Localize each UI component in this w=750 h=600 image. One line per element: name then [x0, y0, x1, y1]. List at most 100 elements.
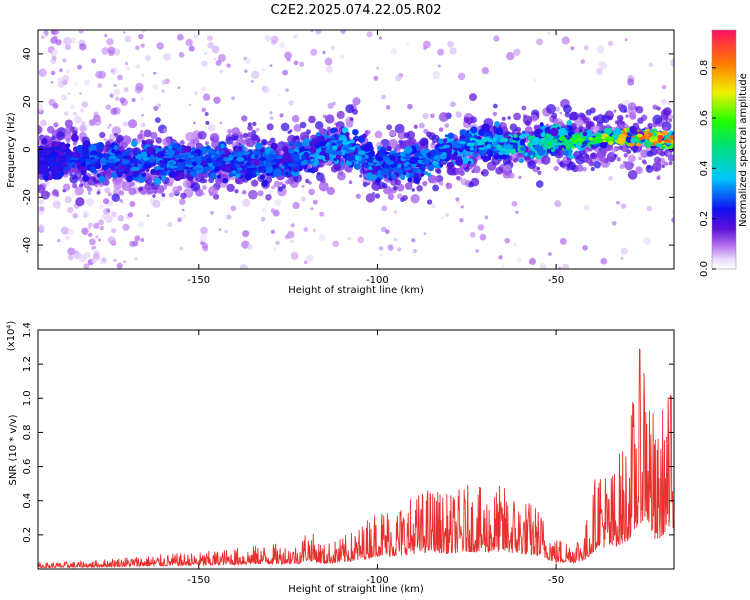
snr-x-axis: -150 -100 -50 [187, 330, 564, 586]
spectrogram-peak-blob [236, 167, 243, 171]
spectrogram-noise-blob [107, 126, 110, 129]
spectrogram-noise-blob [59, 68, 63, 73]
spectrogram-halo-blob [661, 121, 672, 132]
spectrogram-halo-blob [330, 165, 339, 173]
spectrogram-halo-blob [652, 114, 663, 125]
spectrogram-noise-blob [57, 80, 65, 88]
spectrogram-halo-blob [599, 155, 606, 163]
spectrogram-noise-blob [598, 61, 608, 70]
spectrogram-ridge-blob [296, 160, 303, 167]
spectrogram-noise-blob [111, 211, 117, 218]
spectrogram-noise-blob [62, 75, 70, 83]
spectrogram-halo-blob [277, 186, 283, 192]
spectrogram-noise-blob [373, 75, 379, 81]
spectrogram-halo-blob [205, 120, 210, 125]
snr-panel: -150 -100 -50 0.2 0.4 0.6 0.8 1.0 1.2 1.4 (x10⁴)… [6, 321, 675, 595]
spectrogram-noise-blob [667, 101, 671, 106]
spectrogram-peak-blob [54, 157, 62, 161]
spectrogram-noise-blob [536, 38, 544, 46]
spectrogram-x-label: Height of straight line (km) [288, 285, 424, 296]
spectrogram-halo-blob [623, 153, 628, 158]
spectrogram-peak-blob [188, 154, 195, 159]
spectrogram-peak-blob [202, 166, 213, 171]
colorbar-tick-label: 0.4 [699, 160, 710, 176]
spectrogram-noise-blob [116, 262, 123, 269]
spectrogram-noise-blob [81, 101, 88, 108]
spectrogram-halo-blob [652, 162, 662, 172]
spectrogram-halo-blob [75, 197, 85, 207]
spectrogram-ridge-blob [160, 169, 168, 177]
spectrogram-noise-blob [352, 97, 361, 106]
spectrogram-halo-blob [551, 112, 558, 119]
spectrogram-noise-blob [513, 48, 521, 56]
spectrogram-halo-blob [308, 115, 316, 124]
spectrogram-noise-blob [161, 89, 165, 93]
spectrogram-halo-blob [203, 172, 209, 178]
spectrogram-noise-blob [624, 38, 628, 42]
spectrogram-peak-blob [169, 165, 178, 169]
spectrogram-noise-blob [79, 92, 82, 95]
spectrogram-halo-blob [402, 194, 408, 201]
spectrogram-ridge-blob [524, 152, 529, 157]
spectrogram-noise-blob [270, 35, 279, 44]
spectrogram-peak-blob [51, 147, 56, 151]
spectrogram-halo-blob [281, 184, 287, 189]
spectrogram-ridge-blob [98, 175, 106, 183]
spectrogram-halo-blob [56, 131, 66, 141]
spectrogram-noise-blob [107, 192, 112, 197]
spectrogram-peak-blob [618, 134, 628, 138]
spectrogram-peak-blob [280, 165, 285, 169]
spectrogram-noise-blob [123, 260, 127, 264]
spectrogram-noise-blob [261, 68, 265, 71]
spectrogram-halo-blob [256, 127, 260, 132]
spectrogram-noise-blob [393, 238, 398, 242]
spectrogram-ridge-blob [386, 146, 392, 152]
spectrogram-halo-blob [77, 176, 84, 182]
spectrogram-noise-blob [268, 190, 273, 195]
spectrogram-halo-blob [241, 115, 248, 122]
spectrogram-peak-blob [176, 158, 186, 163]
spectrogram-ridge-blob [478, 128, 486, 136]
spectrogram-halo-blob [501, 116, 506, 121]
spectrogram-noise-blob [516, 257, 522, 263]
spectrogram-noise-blob [63, 37, 72, 46]
snr-y-tick-label: 1.0 [22, 390, 33, 406]
spectrogram-noise-blob [312, 199, 318, 205]
spectrogram-peak-blob [426, 153, 432, 158]
spectrogram-peak-blob [557, 142, 563, 146]
spectrogram-peak-blob [431, 161, 440, 165]
spectrogram-halo-blob [480, 171, 485, 175]
spectrogram-halo-blob [247, 131, 253, 138]
spectrogram-noise-blob [638, 156, 642, 161]
spectrogram-noise-blob [299, 61, 305, 67]
spectrogram-peak-blob [478, 147, 486, 150]
spectrogram-noise-blob [312, 228, 316, 232]
spectrogram-noise-blob [57, 238, 60, 242]
spectrogram-noise-blob [643, 236, 651, 245]
spectrogram-halo-blob [664, 127, 668, 131]
spectrogram-halo-blob [563, 104, 572, 114]
spectrogram-peak-blob [168, 161, 174, 165]
spectrogram-halo-blob [322, 114, 327, 119]
spectrogram-halo-blob [38, 125, 43, 135]
snr-y-tick-label: 0.4 [22, 493, 33, 509]
spectrogram-noise-blob [381, 205, 388, 212]
colorbar-tick-label: 0.8 [699, 60, 710, 76]
spectrogram-ridge-blob [222, 177, 228, 184]
spectrogram-halo-blob [607, 144, 613, 150]
spectrogram-noise-blob [322, 50, 326, 55]
colorbar-gradient [711, 29, 737, 270]
spectrogram-ridge-blob [214, 165, 220, 171]
spectrogram-noise-blob [627, 78, 635, 86]
spectrogram-noise-blob [438, 64, 441, 68]
spectrogram-peak-blob [49, 162, 59, 166]
spectrogram-noise-blob [104, 214, 113, 224]
spectrogram-ridge-blob [209, 172, 217, 180]
snr-frame [37, 329, 675, 570]
spectrogram-ridge-blob [352, 128, 359, 136]
spectrogram-ridge-blob [302, 138, 311, 147]
spectrogram-noise-blob [303, 260, 308, 265]
spectrogram-halo-blob [640, 149, 649, 158]
spectrogram-ridge-blob [302, 164, 308, 170]
spectrogram-ridge-blob [353, 162, 362, 170]
